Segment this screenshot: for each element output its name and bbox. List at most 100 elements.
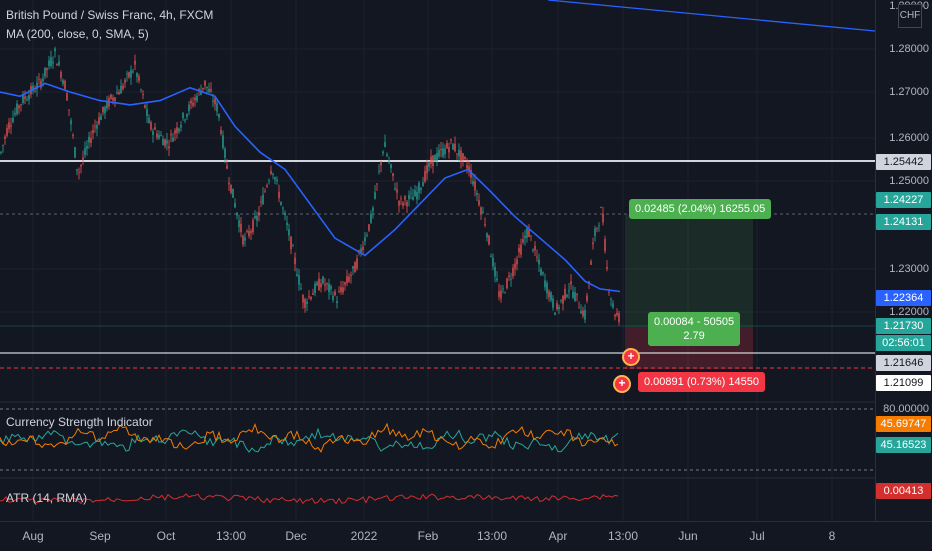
ma-legend[interactable]: MA (200, close, 0, SMA, 5) <box>6 27 149 41</box>
candle-body <box>94 126 96 128</box>
candle-body <box>418 182 420 193</box>
candle-body <box>210 89 212 92</box>
candle-body <box>560 300 562 301</box>
candle-body <box>294 257 296 265</box>
symbol-title[interactable]: British Pound / Swiss Franc, 4h, FXCM <box>6 8 214 22</box>
candle-body <box>356 258 358 269</box>
candle-body <box>472 181 474 185</box>
candle-body <box>542 272 544 274</box>
candle-body <box>100 115 102 120</box>
candle-body <box>58 61 60 66</box>
price-scale[interactable]: 1.29000 1.28000 1.27000 1.26000 1.25000 … <box>875 0 932 521</box>
candle-body <box>408 194 410 200</box>
candle-body <box>476 192 478 195</box>
candle-body <box>188 104 190 112</box>
candle-body <box>206 86 208 89</box>
candle-body <box>224 148 226 158</box>
candle-body <box>340 287 342 292</box>
candle-body <box>332 295 334 300</box>
candle-body <box>444 148 446 155</box>
candle-body <box>198 89 200 91</box>
candle-body <box>602 214 604 223</box>
candle-body <box>584 310 586 320</box>
candle-body <box>92 129 94 134</box>
candle-body <box>482 211 484 213</box>
candle-body <box>272 173 274 175</box>
candle-body <box>544 280 546 288</box>
candle-body <box>120 85 122 94</box>
candle-body <box>176 127 178 134</box>
candle-body <box>24 96 26 100</box>
candle-body <box>28 95 30 100</box>
candle-body <box>552 298 554 308</box>
time-label: Dec <box>285 529 307 543</box>
time-label: 2022 <box>350 529 378 543</box>
candle-body <box>172 137 174 142</box>
csi-legend[interactable]: Currency Strength Indicator <box>6 415 153 429</box>
add-alert-icon[interactable]: + <box>622 348 640 366</box>
candle-body <box>492 257 494 267</box>
stop-label[interactable]: 0.00891 (0.73%) 14550 <box>638 372 765 392</box>
candle-body <box>246 230 248 232</box>
candle-body <box>232 188 234 198</box>
candle-body <box>116 92 118 94</box>
candle-body <box>590 261 592 265</box>
candle-body <box>288 229 290 236</box>
price-tag-atr-value: 0.00413 <box>876 483 931 499</box>
candle-body <box>26 99 28 101</box>
candle-body <box>490 255 492 257</box>
candle-body <box>328 283 330 293</box>
currency-button[interactable]: CHF <box>898 4 922 28</box>
atr-legend[interactable]: ATR (14, RMA) <box>6 491 88 505</box>
candle-body <box>614 314 616 317</box>
candle-body <box>184 119 186 121</box>
entry-label-ratio: 0.00084 - 50505 <box>654 316 735 328</box>
candle-body <box>440 149 442 150</box>
candle-body <box>430 156 432 164</box>
atr-line <box>0 493 619 505</box>
candle-body <box>436 153 438 161</box>
candle-body <box>580 311 582 314</box>
candle-body <box>478 200 480 206</box>
price-tick: 1.22000 <box>889 306 929 318</box>
candle-body <box>72 135 74 137</box>
candle-body <box>262 194 264 205</box>
candle-body <box>290 236 292 250</box>
candle-body <box>148 117 150 124</box>
candle-body <box>260 201 262 203</box>
candle-body <box>468 166 470 172</box>
target-label[interactable]: 0.02485 (2.04%) 16255.05 <box>629 199 772 219</box>
target-zone <box>625 215 753 327</box>
price-tick: 1.26000 <box>889 132 929 144</box>
candle-body <box>274 177 276 180</box>
candle-body <box>152 131 154 136</box>
candle-body <box>194 97 196 101</box>
ma-line <box>0 82 621 293</box>
price-tag-csi-orange: 45.69747 <box>876 416 931 432</box>
candle-body <box>412 196 414 201</box>
candle-body <box>182 112 184 119</box>
candle-body <box>470 169 472 178</box>
candle-body <box>326 283 328 285</box>
chart-canvas[interactable] <box>0 0 875 521</box>
time-label: 13:00 <box>476 529 508 543</box>
candle-body <box>70 120 72 125</box>
add-order-icon[interactable]: + <box>613 375 631 393</box>
candle-body <box>426 165 428 174</box>
candle-body <box>352 266 354 269</box>
price-chart[interactable]: British Pound / Swiss Franc, 4h, FXCM MA… <box>0 0 875 521</box>
candle-body <box>236 212 238 216</box>
candle-body <box>154 127 156 130</box>
candle-body <box>142 94 144 96</box>
candle-body <box>258 212 260 216</box>
candle-body <box>44 67 46 77</box>
candle-body <box>56 63 58 66</box>
candle-body <box>286 222 288 226</box>
entry-label[interactable]: 0.00084 - 50505 2.79 <box>648 312 741 346</box>
candle-body <box>230 184 232 193</box>
candle-body <box>574 292 576 302</box>
time-axis[interactable]: Aug Sep Oct 13:00 Dec 2022 Feb 13:00 Apr… <box>0 521 932 551</box>
candle-body <box>216 103 218 112</box>
candle-body <box>242 235 244 245</box>
candle-body <box>338 291 340 293</box>
